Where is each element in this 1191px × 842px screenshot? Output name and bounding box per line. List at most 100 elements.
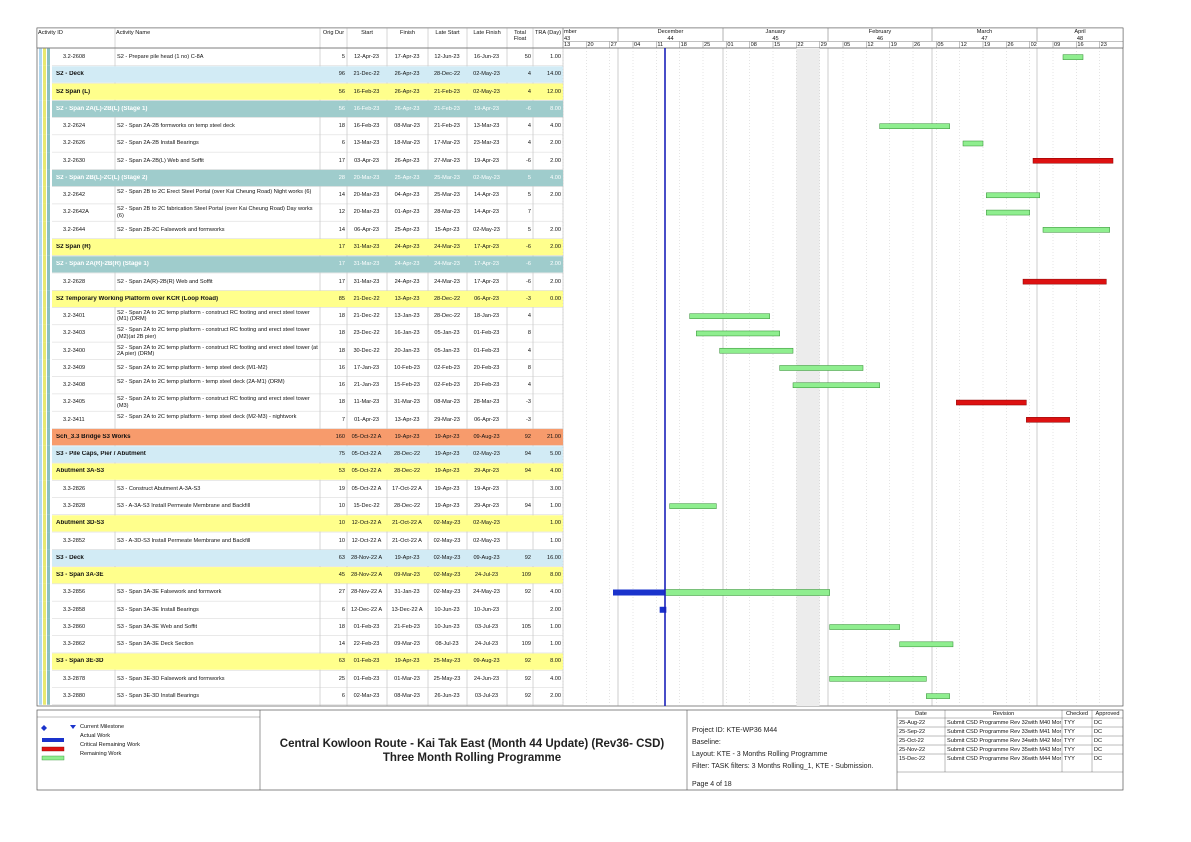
wbs-stripe bbox=[43, 583, 46, 602]
cell: 28-Nov-22 A bbox=[350, 572, 383, 579]
cell: 17-Apr-23 bbox=[474, 278, 499, 285]
cell: 24-Apr-23 bbox=[394, 278, 420, 285]
week-label: 44 bbox=[667, 35, 674, 42]
cell: 28-Dec-22 bbox=[393, 451, 421, 458]
cell: 25-Apr-23 bbox=[394, 226, 420, 233]
wbs-stripe bbox=[39, 342, 42, 360]
cell: 21-Oct-22 A bbox=[392, 520, 422, 527]
cell: 2.00 bbox=[550, 157, 561, 164]
remaining-bar bbox=[829, 624, 900, 630]
cell: 31-Mar-23 bbox=[394, 399, 420, 406]
cell: 31-Mar-23 bbox=[353, 278, 380, 285]
cell: 05-Jan-23 bbox=[434, 330, 460, 337]
wbs-stripe bbox=[47, 583, 50, 602]
cell: 14 bbox=[338, 226, 345, 233]
cell: 06-Apr-23 bbox=[474, 295, 499, 302]
cell: 02-Feb-23 bbox=[434, 364, 460, 371]
wbs-stripe bbox=[47, 221, 50, 239]
cell: 160 bbox=[335, 433, 345, 440]
summary-band bbox=[52, 100, 563, 118]
summary-band bbox=[52, 549, 563, 567]
legend-label: Remaining Work bbox=[80, 751, 122, 757]
activity-id: 3.2-3405 bbox=[63, 399, 86, 406]
revision-cell: Submit CSD Programme Rev 32with M40 Mon.… bbox=[947, 719, 1061, 726]
remaining-bar bbox=[696, 330, 780, 337]
cell: 105 bbox=[521, 623, 531, 630]
wbs-stripe bbox=[47, 100, 50, 118]
cell: 15-Feb-23 bbox=[394, 382, 420, 389]
activity-id: 3.2-2626 bbox=[63, 140, 86, 147]
activity-id: 3.2-2628 bbox=[63, 278, 86, 285]
wbs-stripe bbox=[43, 83, 46, 101]
cell: 94 bbox=[524, 451, 531, 458]
cell: 20-Feb-23 bbox=[473, 364, 500, 371]
cell: -6 bbox=[526, 105, 531, 112]
remaining-bar bbox=[689, 313, 770, 319]
wbs-stripe bbox=[39, 134, 42, 153]
day-label: 05 bbox=[937, 42, 944, 48]
activity-name: S2 - Span 2B to 2C fabrication Steel Por… bbox=[117, 206, 313, 219]
legend-label: Actual Work bbox=[80, 733, 111, 739]
cell: 25 bbox=[338, 675, 345, 682]
activity-id: 3.2-3411 bbox=[63, 416, 85, 423]
cell: 7 bbox=[527, 209, 531, 216]
cell: 28-Dec-22 bbox=[393, 503, 421, 510]
cell: 5 bbox=[341, 54, 345, 60]
bars bbox=[613, 54, 1114, 699]
wbs-stripe bbox=[47, 566, 50, 584]
cell: 8.00 bbox=[550, 572, 561, 579]
wbs-stripe bbox=[43, 635, 46, 653]
cell: 21-Dec-22 bbox=[353, 71, 380, 78]
remaining-bar bbox=[899, 641, 954, 648]
cell: 24-Mar-23 bbox=[434, 243, 460, 250]
cell: 24-Jul-23 bbox=[474, 572, 499, 579]
cell: 17-Jan-23 bbox=[353, 364, 380, 371]
activity-name: S2 - Prepare pile head (1 no) C-8A bbox=[117, 54, 204, 60]
cell: 13-Apr-23 bbox=[394, 416, 420, 423]
activity-id: 3.2-3400 bbox=[63, 347, 86, 354]
cell: 05-Jan-23 bbox=[434, 347, 460, 354]
cell: 28-Nov-22 A bbox=[350, 589, 383, 596]
wbs-stripe bbox=[47, 134, 50, 153]
activity-name: S3 - Span 3A-3E Deck Section bbox=[117, 641, 194, 648]
cell: 02-May-23 bbox=[473, 71, 500, 78]
wbs-stripe bbox=[43, 480, 46, 498]
summary-name: S3 - Span 3E-3D bbox=[56, 658, 104, 665]
cell: 10-Jun-23 bbox=[473, 606, 500, 613]
cell: 23-Mar-23 bbox=[473, 140, 500, 147]
cell: 01-Feb-23 bbox=[353, 658, 380, 665]
cell: 02-May-23 bbox=[433, 589, 461, 596]
cell: 17-Apr-23 bbox=[394, 54, 420, 60]
cell: 96 bbox=[338, 71, 345, 78]
cell: 0.00 bbox=[550, 295, 561, 302]
wbs-stripe bbox=[47, 290, 50, 308]
activity-name: S2 - Span 2A to 2C temp platform - const… bbox=[117, 310, 310, 323]
revision-cell: Submit CSD Programme Rev 34with M42 Mon.… bbox=[947, 737, 1061, 744]
wbs-stripe bbox=[43, 462, 46, 481]
cell: 2.00 bbox=[550, 243, 561, 250]
cell: 25-May-23 bbox=[433, 658, 461, 665]
day-label: 26 bbox=[1007, 42, 1014, 48]
cell: 19-Apr-23 bbox=[394, 433, 420, 440]
day-label: 29 bbox=[820, 42, 827, 48]
wbs-stripe bbox=[39, 601, 42, 619]
activity-id: 3.2-3403 bbox=[63, 330, 86, 337]
cell: 8.00 bbox=[550, 105, 561, 112]
wbs-stripe bbox=[43, 307, 46, 325]
month-label: February bbox=[868, 29, 892, 35]
baseline: Baseline: bbox=[692, 739, 721, 746]
wbs-stripe bbox=[47, 532, 50, 550]
cell: 02-May-23 bbox=[473, 88, 500, 95]
cell: 4.00 bbox=[550, 589, 561, 596]
cell: 2.00 bbox=[550, 692, 561, 699]
week-label: 45 bbox=[772, 35, 779, 42]
day-label: 19 bbox=[984, 42, 991, 48]
summary-name: S2 Temporary Working Platform over KCR (… bbox=[56, 295, 219, 302]
wbs-stripe bbox=[39, 359, 42, 377]
legend-symbol bbox=[41, 725, 47, 731]
revision-cell: TYY bbox=[1064, 746, 1075, 753]
activity-id: 3.2-2642A bbox=[63, 209, 89, 216]
cell: 05-Oct-22 A bbox=[351, 451, 382, 458]
wbs-stripe bbox=[47, 411, 50, 429]
revision-cell: 25-Nov-22 bbox=[899, 746, 926, 753]
